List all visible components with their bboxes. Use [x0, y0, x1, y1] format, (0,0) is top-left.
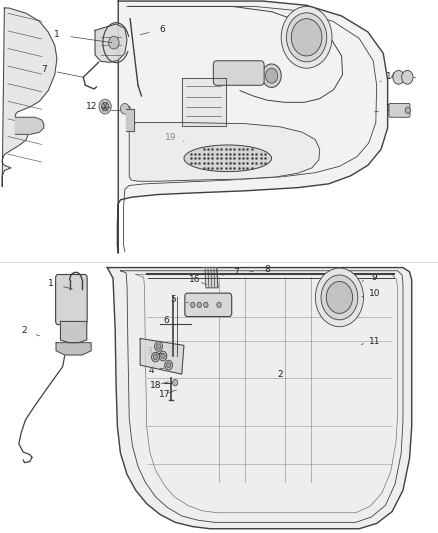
Circle shape: [281, 6, 332, 68]
Text: 1: 1: [47, 279, 53, 288]
Text: 11: 11: [369, 337, 380, 345]
Polygon shape: [95, 24, 127, 62]
Text: 15: 15: [386, 104, 398, 113]
Circle shape: [153, 354, 158, 360]
Ellipse shape: [184, 145, 272, 172]
FancyBboxPatch shape: [389, 103, 410, 117]
Circle shape: [265, 68, 278, 83]
Polygon shape: [117, 1, 388, 253]
Circle shape: [99, 99, 111, 114]
Text: 10: 10: [369, 289, 380, 297]
Circle shape: [197, 302, 201, 308]
Circle shape: [402, 70, 413, 84]
Text: 9: 9: [371, 273, 378, 281]
Circle shape: [120, 103, 129, 114]
Circle shape: [102, 102, 109, 111]
Polygon shape: [140, 338, 184, 374]
Text: 14: 14: [386, 72, 398, 81]
Text: 4: 4: [148, 366, 154, 375]
Polygon shape: [56, 343, 91, 355]
Circle shape: [262, 64, 281, 87]
Text: 19: 19: [165, 133, 177, 142]
Circle shape: [166, 362, 171, 368]
Text: 6: 6: [163, 317, 170, 325]
FancyBboxPatch shape: [213, 61, 264, 85]
FancyBboxPatch shape: [56, 274, 87, 325]
Text: 3: 3: [146, 348, 152, 356]
Text: 12: 12: [86, 102, 98, 111]
Text: 17: 17: [159, 390, 170, 399]
Text: 11: 11: [237, 162, 249, 171]
Circle shape: [156, 344, 161, 349]
Circle shape: [393, 70, 404, 84]
Text: 8: 8: [264, 265, 270, 273]
Polygon shape: [126, 109, 134, 131]
Circle shape: [109, 36, 119, 49]
Text: 6: 6: [159, 25, 165, 34]
Text: 16: 16: [189, 276, 201, 284]
Circle shape: [161, 353, 165, 359]
Polygon shape: [60, 321, 87, 343]
Text: 2: 2: [278, 370, 283, 378]
Text: 7: 7: [233, 269, 240, 277]
Circle shape: [155, 342, 162, 351]
Circle shape: [191, 302, 195, 308]
Circle shape: [286, 13, 327, 62]
Text: 7: 7: [41, 65, 47, 74]
Polygon shape: [204, 268, 218, 288]
FancyBboxPatch shape: [185, 293, 232, 317]
Polygon shape: [182, 78, 226, 126]
Polygon shape: [15, 117, 44, 134]
Circle shape: [315, 268, 364, 327]
Circle shape: [217, 302, 221, 308]
Circle shape: [405, 107, 410, 114]
Circle shape: [326, 281, 353, 313]
Circle shape: [173, 379, 178, 386]
Text: 1: 1: [54, 30, 60, 39]
Circle shape: [204, 302, 208, 308]
Text: 2: 2: [21, 326, 27, 335]
Circle shape: [165, 360, 173, 370]
Polygon shape: [129, 123, 320, 181]
Polygon shape: [107, 268, 412, 529]
Circle shape: [152, 352, 159, 362]
Circle shape: [291, 19, 322, 56]
Polygon shape: [2, 8, 57, 187]
Circle shape: [159, 351, 167, 361]
Text: 5: 5: [170, 295, 176, 304]
Text: 18: 18: [150, 381, 161, 390]
Circle shape: [321, 275, 358, 320]
Text: 13: 13: [121, 106, 133, 115]
